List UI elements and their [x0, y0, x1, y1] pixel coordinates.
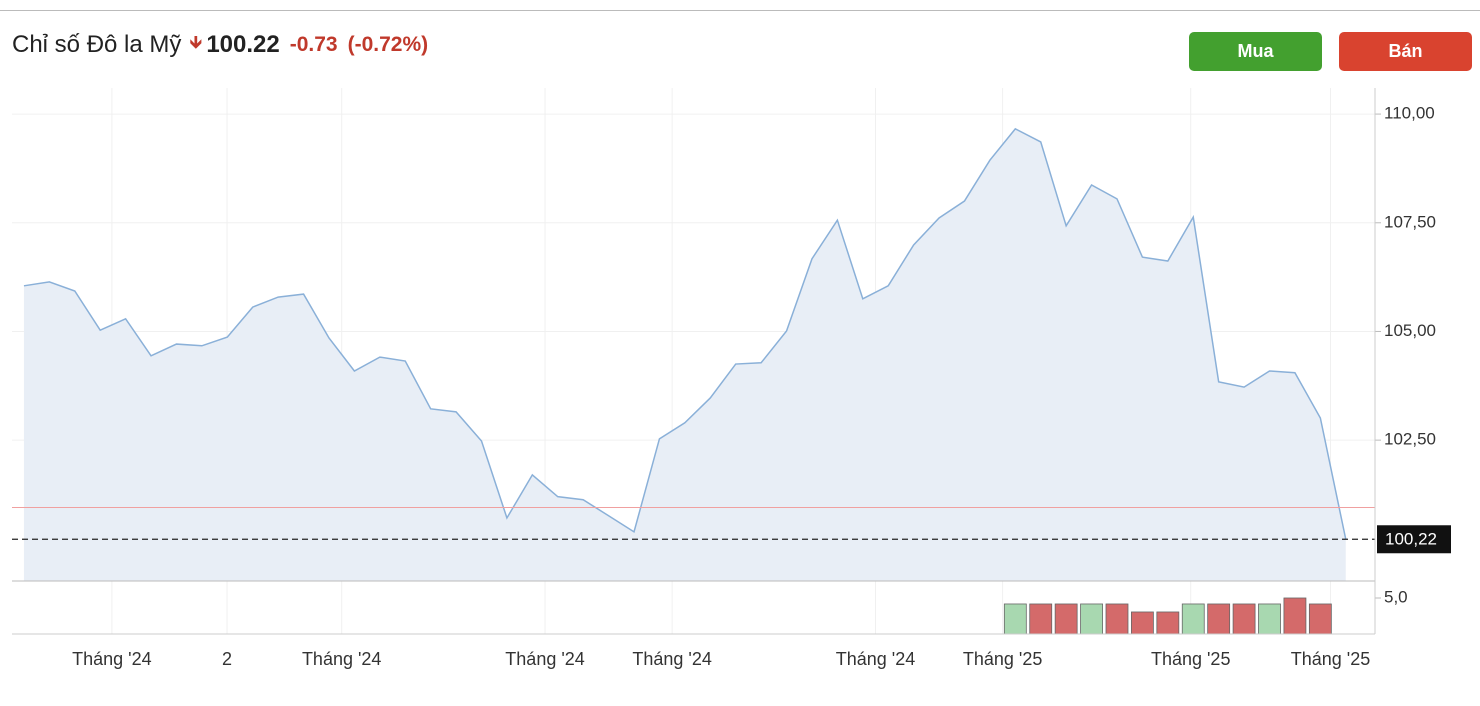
x-tick-label: Tháng '24 — [632, 649, 712, 669]
quote-header: Chỉ số Đô la Mỹ 🡻 100.22 -0.73 (-0.72%) — [12, 30, 428, 60]
sell-button[interactable]: Bán — [1339, 32, 1472, 71]
change-percent: (-0.72%) — [347, 33, 429, 56]
volume-bar — [1131, 611, 1154, 635]
buy-button[interactable]: Mua — [1189, 32, 1322, 71]
y-tick-label: 102,50 — [1384, 430, 1436, 449]
volume-bar — [1232, 603, 1256, 635]
price: 100.22 — [206, 31, 280, 58]
x-tick-label: Tháng '24 — [302, 649, 382, 669]
y-tick-label: 110,00 — [1384, 104, 1435, 123]
x-tick-label: Tháng '25 — [963, 649, 1043, 669]
last-price-box — [1377, 525, 1451, 554]
x-tick-label: Tháng '24 — [836, 649, 916, 669]
change: -0.73 — [289, 33, 338, 56]
x-tick-label: Tháng '25 — [1151, 649, 1231, 669]
last-price-label: 100,22 — [1385, 530, 1437, 549]
volume-bar — [1156, 611, 1180, 635]
down-arrow: 🡻 — [189, 32, 203, 52]
area — [23, 128, 1346, 581]
x-tick-label: Tháng '25 — [1291, 649, 1371, 669]
volume-bar — [1283, 597, 1307, 635]
y-tick-label: 107,50 — [1384, 212, 1436, 231]
volume-bar — [1258, 603, 1281, 635]
y-tick-label: 105,00 — [1384, 321, 1436, 340]
x-tick-label: Tháng '24 — [72, 649, 152, 669]
y-tick-label: 5,0 — [1384, 587, 1408, 606]
volume-bar — [1207, 603, 1231, 635]
volume-bar — [1003, 603, 1027, 635]
top-strip — [0, 0, 1480, 11]
x-tick-label: 2 — [222, 649, 232, 669]
volume-bar — [1029, 603, 1053, 635]
price-line — [23, 127, 1347, 540]
volume-bar — [1181, 603, 1205, 635]
instrument-title: Chỉ số Đô la Mỹ — [12, 31, 182, 58]
volume-bar — [1054, 603, 1078, 635]
volume-bar — [1080, 603, 1103, 635]
volume-bar — [1105, 603, 1129, 635]
x-tick-label: Tháng '24 — [505, 649, 585, 669]
volume-bar — [1308, 603, 1332, 635]
